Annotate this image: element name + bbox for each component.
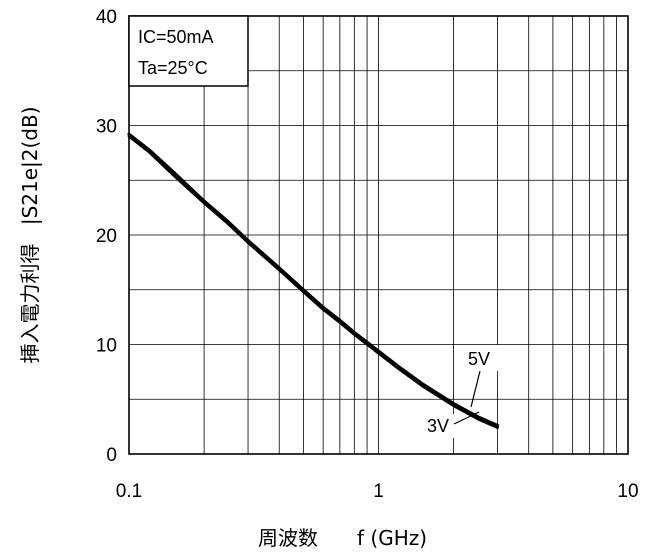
x-axis-unit: f (GHz) [357, 526, 427, 550]
series-5v-leader [470, 370, 481, 408]
y-tick-labels: 0 10 20 30 40 [96, 7, 117, 466]
x-axis-title: 周波数 [258, 526, 318, 550]
y-axis-title-unit: |S21e|2(dB) [18, 106, 42, 225]
series-5v-label: 5V [468, 349, 490, 369]
series-line-5v [127, 132, 500, 428]
x-tick-labels: 0.1 1 10 [116, 481, 639, 502]
y-axis-title-main: 挿入電力利得 [18, 244, 42, 364]
grid-lines [129, 16, 628, 454]
condition-ic-label: IC=50mA [138, 27, 214, 47]
x-tick-label: 0.1 [116, 481, 142, 502]
y-tick-label: 40 [96, 7, 117, 28]
y-axis-title: 挿入電力利得 |S21e|2(dB) [18, 106, 42, 363]
y-tick-label: 20 [96, 226, 117, 247]
series-lines [127, 132, 500, 429]
series-3v-leader [453, 411, 480, 425]
condition-box [128, 15, 249, 87]
series-line-3v [127, 135, 499, 429]
x-tick-label: 1 [373, 481, 384, 502]
series-5v-label-bg [462, 345, 502, 371]
plot-frame [128, 15, 629, 455]
y-tick-label: 10 [96, 336, 117, 357]
series-3v-label-bg [420, 414, 458, 438]
condition-ta-label: Ta=25°C [138, 58, 208, 78]
series-3v-label: 3V [427, 416, 449, 436]
y-tick-label: 30 [96, 117, 117, 138]
x-tick-label: 10 [617, 481, 638, 502]
y-tick-label: 0 [106, 445, 117, 466]
